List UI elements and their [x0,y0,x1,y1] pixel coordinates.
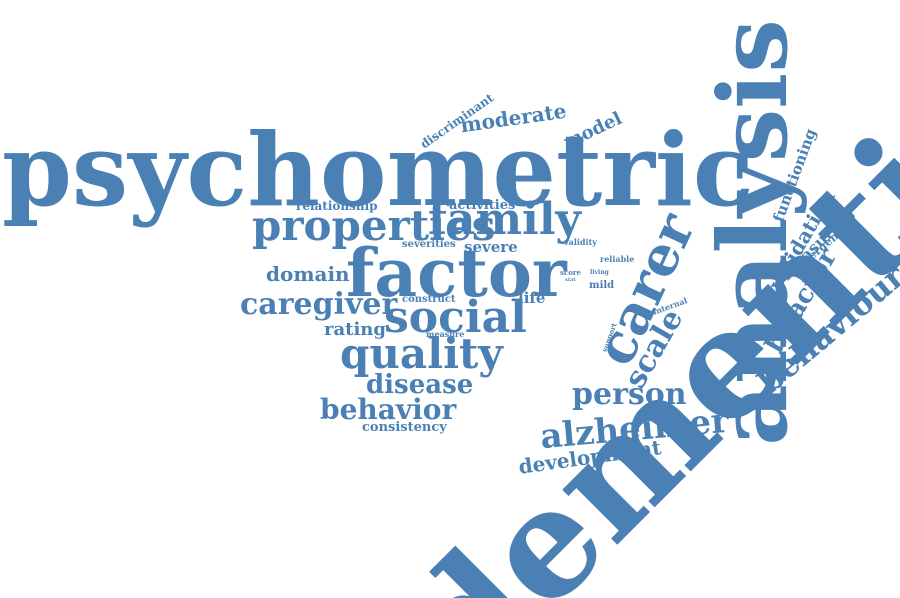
word-person: person [572,377,687,412]
word-score: score [560,268,582,277]
word-properties: properties [252,201,496,250]
word-domain: domain [266,262,350,286]
word-family: family [428,194,581,245]
word-validity: validity [564,237,597,247]
word-disease: disease [366,370,474,400]
word-reliable: reliable [600,254,635,264]
word-behavior: behavior [320,393,457,426]
word-severe: severe [464,238,518,256]
word-construct: construct [402,294,456,305]
word-caregiver: caregiver [240,287,398,322]
word-activities: activities [449,198,516,213]
word-relationship: relationship [296,199,378,213]
word-living: living [590,269,609,276]
word-stat: stat [565,277,576,283]
word-social: social [384,292,527,343]
word-severities: severities [402,239,456,250]
word-factor: factor [346,234,567,312]
word-measure: measure [426,329,465,339]
word-consistency: consistency [362,420,447,435]
word-mild: mild [589,280,615,291]
word-quality: quality [340,329,503,378]
word-psychometric: psychometric [2,111,754,229]
word-rating: rating [324,319,386,340]
word-life: life [518,289,546,307]
